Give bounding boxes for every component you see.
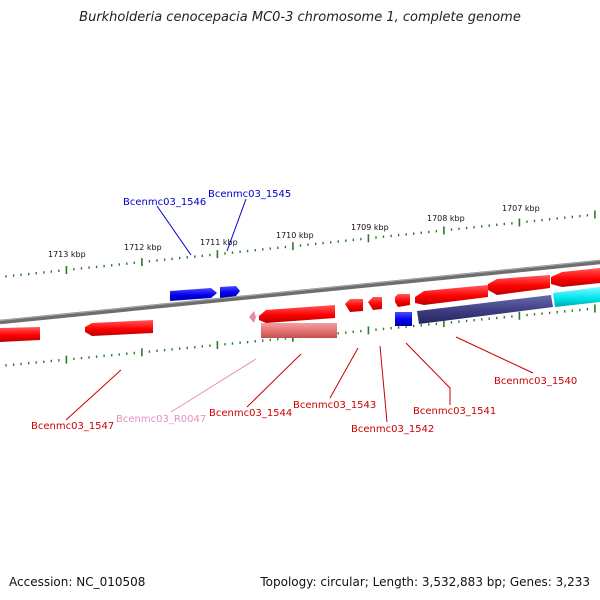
gene-bcenmc03-r0047[interactable] <box>249 311 256 323</box>
scale-labels: 1713 kbp 1712 kbp 1711 kbp 1710 kbp 1709… <box>48 204 540 259</box>
gene-label-1541[interactable]: Bcenmc03_1541 <box>413 406 496 417</box>
gene-bcenmc03-1543[interactable] <box>345 299 363 312</box>
gene-label-1543[interactable]: Bcenmc03_1543 <box>293 400 376 411</box>
gene-label-1542[interactable]: Bcenmc03_1542 <box>351 424 434 435</box>
map-title: Burkholderia cenocepacia MC0-3 chromosom… <box>79 10 521 25</box>
leader-line-1540 <box>455 336 534 374</box>
leader-line-1545 <box>226 198 247 252</box>
scale-ticks-upper <box>5 210 596 278</box>
gene-bcenmc03-1542[interactable] <box>368 297 382 310</box>
leader-line-1543 <box>329 347 359 399</box>
genes-upper-strand <box>170 268 600 307</box>
gene-label-1546[interactable]: Bcenmc03_1546 <box>123 197 206 208</box>
gene-lower-blue[interactable] <box>395 312 412 326</box>
gene-label-1544[interactable]: Bcenmc03_1544 <box>209 408 292 419</box>
chromosome-backbone <box>0 259 600 325</box>
leader-line-r0047 <box>170 358 257 413</box>
kbp-label-1711: 1711 kbp <box>200 238 238 247</box>
gene-label-1540[interactable]: Bcenmc03_1540 <box>494 376 577 387</box>
gene-labels: Bcenmc03_1546 Bcenmc03_1545 Bcenmc03_154… <box>31 189 577 435</box>
gene-bcenmc03-1541[interactable] <box>395 294 410 307</box>
gene-bcenmc03-1547[interactable] <box>0 327 40 342</box>
gene-label-r0047[interactable]: Bcenmc03_R0047 <box>116 414 206 425</box>
genes-lower-strand <box>0 287 600 342</box>
kbp-label-1707: 1707 kbp <box>502 204 540 213</box>
leader-line-1546 <box>156 205 192 256</box>
gene-bcenmc03-1546[interactable] <box>170 288 217 301</box>
kbp-label-1708: 1708 kbp <box>427 214 465 223</box>
kbp-label-1713: 1713 kbp <box>48 250 86 259</box>
leader-line-1547 <box>65 369 122 421</box>
gene-label-1545[interactable]: Bcenmc03_1545 <box>208 189 291 200</box>
gene-lower-red-left[interactable] <box>85 320 153 336</box>
gene-lower-cyan[interactable] <box>553 287 600 307</box>
leader-line-1544 <box>246 353 302 408</box>
gene-lower-navy[interactable] <box>417 295 553 324</box>
kbp-label-1709: 1709 kbp <box>351 223 389 232</box>
gene-label-1547[interactable]: Bcenmc03_1547 <box>31 421 114 432</box>
leader-line-1542 <box>379 345 388 423</box>
gene-bcenmc03-1545[interactable] <box>220 286 240 298</box>
kbp-label-1712: 1712 kbp <box>124 243 162 252</box>
gene-leader-lines <box>65 198 534 423</box>
gene-upper-red-a[interactable] <box>488 275 550 295</box>
accession-text: Accession: NC_010508 <box>9 575 146 589</box>
gene-bcenmc03-1544-shadow[interactable] <box>261 323 337 338</box>
gene-bcenmc03-1540[interactable] <box>415 285 488 305</box>
gene-bcenmc03-1544[interactable] <box>259 305 335 323</box>
kbp-label-1710: 1710 kbp <box>276 231 314 240</box>
chromosome-backbone-highlight <box>0 260 600 321</box>
genome-summary-text: Topology: circular; Length: 3,532,883 bp… <box>260 575 590 589</box>
leader-line-1541 <box>405 342 451 405</box>
gene-upper-red-b[interactable] <box>551 268 600 287</box>
